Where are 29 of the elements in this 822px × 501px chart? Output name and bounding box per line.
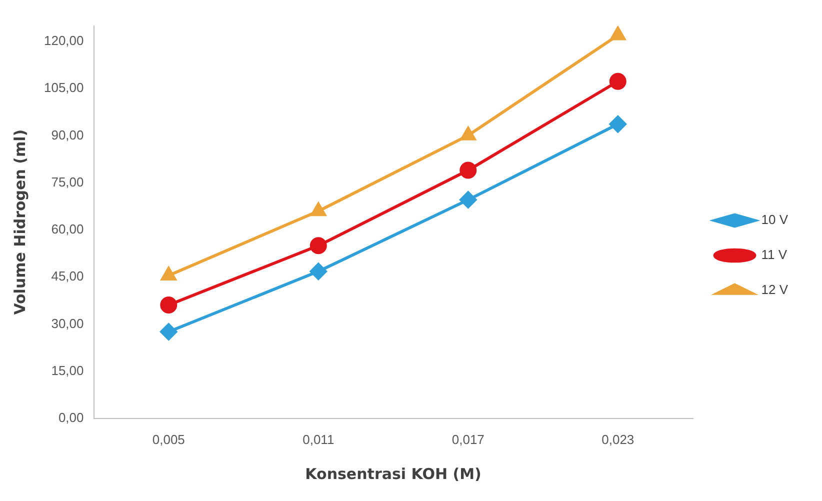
y-tick-label: 15,00 xyxy=(51,362,84,378)
legend-label: 10 V xyxy=(761,212,788,228)
point xyxy=(460,126,476,140)
x-axis-title: Konsentrasi KOH (M) xyxy=(305,464,482,483)
y-tick-label: 105,00 xyxy=(44,80,84,96)
x-tick-label: 0,011 xyxy=(302,432,334,447)
y-tick-label: 75,00 xyxy=(51,174,84,190)
x-tick-label: 0,023 xyxy=(602,432,634,447)
legend-label: 11 V xyxy=(761,247,788,262)
x-tick-label: 0,005 xyxy=(152,432,185,447)
y-tick-label: 90,00 xyxy=(51,127,84,142)
point xyxy=(460,191,477,208)
y-tick-label: 30,00 xyxy=(51,316,84,331)
legend-label: 12 V xyxy=(761,282,788,298)
x-tick-label: 0,017 xyxy=(452,432,484,447)
y-tick-label: 120,00 xyxy=(44,33,84,48)
y-axis-title: Volume Hidrogen (ml) xyxy=(10,129,29,315)
point xyxy=(160,296,178,314)
point xyxy=(460,162,477,179)
y-tick-label: 0,00 xyxy=(58,410,84,425)
y-tick-label: 60,00 xyxy=(51,222,84,237)
point xyxy=(610,26,626,40)
point xyxy=(609,116,626,133)
point xyxy=(160,323,178,340)
point xyxy=(310,202,326,216)
point xyxy=(609,72,626,90)
y-tick-label: 45,00 xyxy=(51,268,84,284)
point xyxy=(310,237,327,254)
point xyxy=(310,262,327,280)
